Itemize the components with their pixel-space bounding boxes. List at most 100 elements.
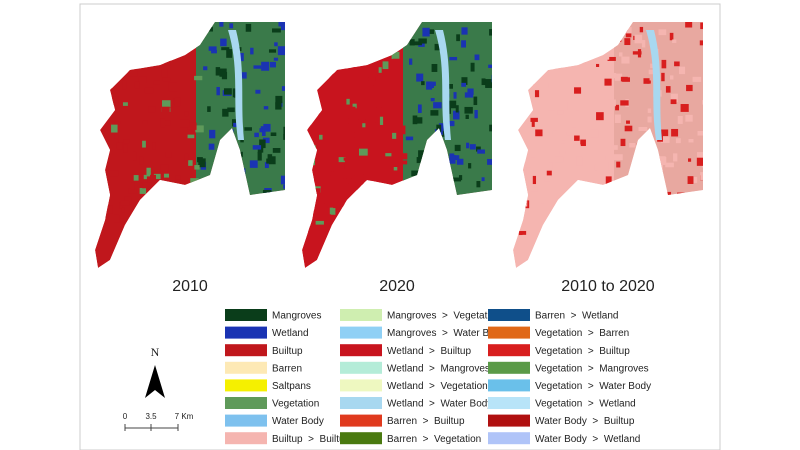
patch — [358, 119, 367, 124]
patch — [344, 160, 352, 169]
patch — [603, 55, 610, 60]
patch — [164, 60, 171, 66]
patch — [632, 51, 642, 55]
patch — [355, 181, 361, 191]
patch — [348, 118, 358, 127]
patch — [576, 156, 583, 166]
patch — [700, 172, 703, 180]
patch — [325, 169, 332, 176]
patch — [220, 38, 227, 47]
patch — [675, 138, 681, 144]
patch — [352, 103, 357, 109]
patch — [474, 109, 478, 119]
patch — [312, 142, 321, 149]
patch — [330, 171, 334, 178]
patch — [376, 107, 382, 115]
patch — [393, 166, 398, 171]
patch — [378, 61, 384, 65]
patch — [111, 124, 118, 133]
patch — [667, 191, 672, 196]
patch — [275, 102, 282, 110]
patch — [382, 61, 389, 70]
patch — [148, 106, 156, 113]
patch — [195, 125, 204, 133]
patch — [621, 56, 630, 64]
patch — [252, 145, 262, 150]
patch — [319, 134, 323, 140]
patch — [678, 66, 686, 75]
legend-label: Mangroves > Water Body — [387, 328, 505, 339]
patch — [605, 176, 612, 185]
patch — [215, 67, 221, 76]
panel-label: 2020 — [379, 278, 415, 295]
patch — [488, 64, 492, 68]
patch — [643, 78, 650, 84]
patch — [160, 164, 169, 172]
patch — [685, 114, 693, 122]
patch — [687, 176, 694, 184]
map-panel: 2010 — [95, 22, 285, 295]
patch — [620, 138, 626, 147]
patch — [416, 157, 422, 164]
legend-label: Wetland > Vegetation — [387, 381, 488, 392]
patch — [114, 121, 121, 125]
patch — [207, 106, 211, 112]
patch — [620, 100, 629, 106]
patch — [688, 158, 692, 162]
patch — [362, 89, 367, 96]
patch — [607, 56, 616, 61]
patch — [341, 201, 345, 207]
patch — [467, 88, 474, 96]
patch — [184, 153, 189, 162]
patch — [338, 113, 345, 119]
patch — [363, 174, 372, 182]
patch — [260, 126, 269, 132]
patch — [152, 142, 156, 150]
patch — [417, 104, 422, 113]
patch — [566, 131, 572, 136]
patch — [373, 85, 378, 90]
patch — [477, 149, 485, 154]
patch — [150, 174, 156, 180]
patch — [128, 67, 138, 77]
patch — [542, 150, 547, 155]
patch — [411, 170, 420, 176]
legend-label: Vegetation — [272, 399, 319, 410]
patch — [133, 175, 139, 181]
patch — [476, 181, 481, 188]
patch — [249, 160, 258, 168]
patch — [585, 130, 592, 138]
legend-swatch — [340, 361, 382, 374]
patch — [346, 175, 355, 182]
patch — [485, 82, 492, 88]
patch — [315, 165, 320, 173]
patch — [670, 99, 677, 105]
patch — [481, 78, 486, 86]
patch — [208, 143, 215, 150]
patch — [489, 29, 492, 36]
patch — [162, 120, 171, 126]
patch — [398, 125, 406, 135]
north-label: N — [151, 345, 160, 359]
patch — [280, 175, 285, 185]
patch — [315, 220, 324, 225]
patch — [340, 139, 346, 147]
legend-swatch — [340, 432, 382, 445]
legend-swatch — [488, 326, 530, 339]
patch — [624, 38, 631, 46]
patch — [534, 90, 540, 98]
patch — [274, 42, 278, 47]
patch — [268, 49, 277, 53]
patch — [142, 120, 148, 124]
patch — [388, 128, 394, 132]
patch — [257, 151, 262, 161]
patch — [253, 65, 262, 69]
patch — [388, 169, 393, 179]
patch — [375, 76, 380, 84]
legend-swatch — [488, 432, 530, 445]
patch — [453, 92, 457, 99]
panel-label: 2010 — [172, 278, 208, 295]
patch — [165, 152, 172, 158]
patch — [594, 164, 598, 171]
patch — [275, 95, 283, 104]
